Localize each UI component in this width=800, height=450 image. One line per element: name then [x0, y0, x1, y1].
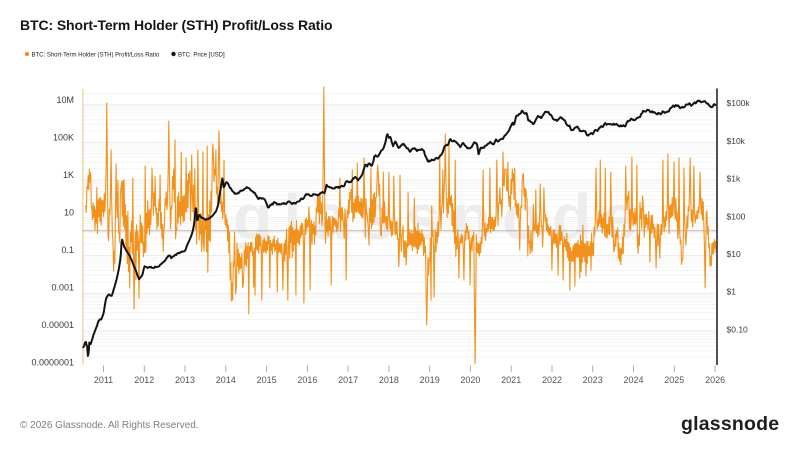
svg-text:$100: $100 [727, 211, 746, 221]
svg-text:2013: 2013 [175, 375, 195, 385]
svg-text:2014: 2014 [216, 375, 236, 385]
svg-text:0.00001: 0.00001 [41, 320, 74, 330]
svg-text:2011: 2011 [94, 375, 113, 385]
svg-text:100K: 100K [53, 132, 74, 142]
svg-text:2020: 2020 [460, 375, 480, 385]
svg-text:2018: 2018 [379, 375, 399, 385]
svg-text:$0.10: $0.10 [727, 324, 749, 334]
svg-text:2026: 2026 [705, 375, 725, 385]
svg-text:0.001: 0.001 [51, 282, 74, 292]
svg-text:$100k: $100k [727, 98, 751, 108]
svg-text:10M: 10M [56, 95, 74, 105]
svg-text:2015: 2015 [257, 375, 277, 385]
svg-text:$10: $10 [727, 249, 741, 259]
svg-text:10: 10 [64, 207, 74, 217]
svg-text:2025: 2025 [664, 375, 684, 385]
svg-text:2022: 2022 [542, 375, 562, 385]
svg-text:0.0000001: 0.0000001 [31, 357, 74, 367]
svg-text:BTC: Price [USD]: BTC: Price [USD] [178, 52, 225, 58]
svg-text:2023: 2023 [583, 375, 603, 385]
svg-text:BTC: Short-Term Holder (STH) P: BTC: Short-Term Holder (STH) Profit/Loss… [32, 52, 160, 58]
svg-text:2012: 2012 [134, 375, 154, 385]
svg-text:2024: 2024 [623, 375, 643, 385]
svg-text:$10k: $10k [727, 136, 746, 146]
svg-text:2021: 2021 [501, 375, 521, 385]
svg-text:$1k: $1k [727, 174, 741, 184]
svg-text:$1: $1 [727, 287, 737, 297]
svg-text:1K: 1K [63, 170, 74, 180]
svg-text:2016: 2016 [297, 375, 317, 385]
svg-text:0.1: 0.1 [61, 245, 74, 255]
svg-text:2019: 2019 [420, 375, 440, 385]
svg-text:2017: 2017 [338, 375, 358, 385]
